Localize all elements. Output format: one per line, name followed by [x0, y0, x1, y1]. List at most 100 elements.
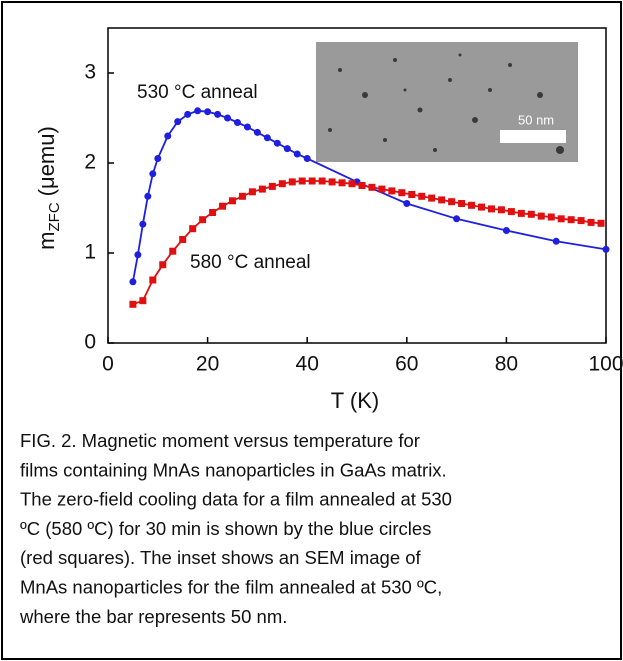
data-point	[308, 177, 316, 185]
data-point	[602, 245, 610, 253]
data-point	[453, 215, 461, 223]
data-point	[547, 213, 555, 221]
data-point	[149, 276, 157, 284]
y-tick-label: 1	[84, 241, 96, 264]
data-point	[139, 297, 147, 305]
x-tick-label: 60	[395, 353, 418, 376]
annotation: 580 °C anneal	[190, 252, 311, 273]
data-point	[398, 189, 406, 197]
data-point	[303, 155, 311, 162]
data-point	[139, 220, 147, 228]
data-point	[278, 180, 286, 188]
data-point	[194, 107, 202, 115]
caption-line: (red squares). The inset shows an SEM im…	[20, 547, 422, 568]
data-point	[358, 182, 366, 189]
data-point	[577, 217, 585, 225]
x-axis-label: T (K)	[331, 388, 379, 413]
data-point	[199, 216, 207, 224]
data-point	[537, 212, 545, 220]
data-point	[458, 200, 466, 207]
y-tick-label: 3	[84, 61, 96, 84]
data-point	[248, 188, 256, 196]
data-point	[448, 198, 456, 206]
data-point	[408, 191, 416, 198]
data-point	[159, 261, 167, 269]
data-point	[233, 119, 241, 126]
data-point	[144, 192, 152, 200]
data-point	[487, 205, 495, 213]
data-point	[174, 118, 182, 126]
y-label-unit: (μemu)	[34, 126, 59, 196]
y-axis-label: mZFC (μemu)	[34, 126, 63, 250]
plot-frame	[107, 27, 607, 344]
data-point	[527, 210, 535, 218]
inset-scale-label: 50 nm	[518, 112, 554, 127]
caption-line: ºC (580 ºC) for 30 min is shown by the b…	[20, 518, 431, 539]
annotation: 530 °C anneal	[137, 82, 258, 103]
data-point	[184, 110, 192, 118]
data-point	[552, 237, 560, 245]
data-point	[253, 128, 261, 136]
data-point	[348, 180, 356, 188]
inset-scale-bar	[500, 130, 566, 143]
y-label-sub: ZFC	[46, 202, 63, 231]
data-point	[328, 178, 336, 186]
data-point	[263, 134, 271, 142]
data-point	[214, 110, 222, 118]
data-point	[224, 114, 232, 122]
data-point	[154, 155, 162, 162]
x-tick-label: 80	[495, 353, 518, 376]
caption-line: where the bar represents 50 nm.	[19, 606, 287, 627]
data-point	[258, 185, 266, 193]
data-point	[129, 300, 137, 308]
data-point	[283, 145, 291, 153]
y-tick-label: 2	[84, 151, 96, 174]
data-point	[229, 197, 236, 205]
series-line	[132, 180, 602, 306]
data-point	[567, 216, 575, 224]
data-point	[209, 209, 217, 216]
x-tick-label: 40	[296, 353, 319, 376]
caption-line: films containing MnAs nanoparticles in G…	[20, 459, 447, 480]
data-point	[298, 177, 306, 185]
data-point	[428, 194, 436, 202]
y-label-main: m	[34, 231, 59, 249]
data-point	[243, 123, 251, 131]
data-point	[149, 170, 157, 178]
data-point	[164, 132, 172, 140]
data-point	[597, 219, 605, 227]
data-point	[268, 182, 276, 190]
data-point	[318, 177, 326, 185]
data-point	[587, 218, 595, 226]
x-tick-label: 20	[196, 353, 219, 376]
data-point	[497, 206, 505, 214]
x-tick-label: 100	[588, 353, 623, 376]
data-point	[169, 247, 177, 255]
data-point	[189, 225, 197, 233]
data-point	[438, 196, 446, 204]
data-point	[502, 227, 510, 234]
inset-image	[316, 42, 578, 162]
data-point	[293, 150, 301, 158]
data-point	[378, 185, 386, 193]
data-point	[129, 278, 137, 286]
caption-line: FIG. 2. Magnetic moment versus temperatu…	[20, 430, 420, 451]
data-point	[338, 179, 346, 187]
data-point	[179, 236, 187, 243]
inset-particles	[328, 53, 564, 154]
data-point	[507, 208, 515, 216]
data-point	[418, 192, 426, 200]
data-point	[557, 215, 565, 223]
data-point	[478, 203, 485, 211]
data-point	[288, 178, 296, 186]
x-tick-label: 0	[102, 353, 114, 376]
data-point	[468, 201, 476, 209]
data-point	[368, 183, 376, 191]
data-point	[403, 200, 411, 207]
data-point	[204, 108, 212, 116]
caption-line: MnAs nanoparticles for the film annealed…	[20, 577, 442, 598]
y-tick-label: 0	[84, 331, 96, 354]
